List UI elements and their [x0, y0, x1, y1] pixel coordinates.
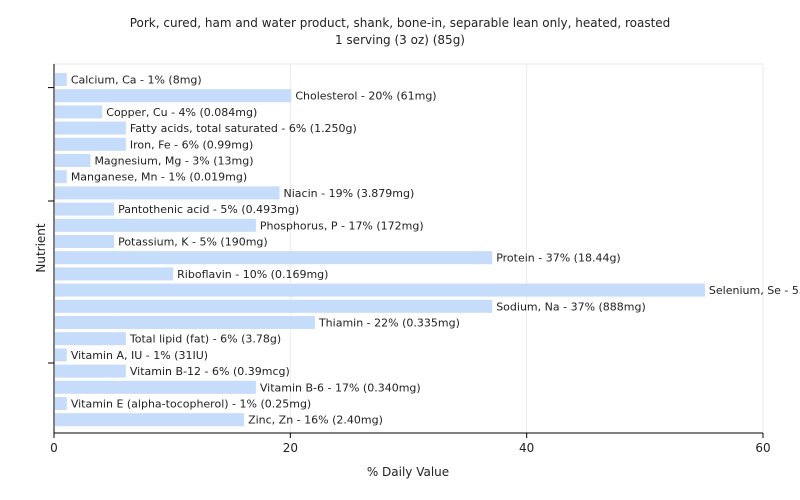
bar-label-20: Vitamin B-6 - 17% (0.340mg) [260, 381, 421, 394]
bar-9 [55, 202, 115, 216]
bar-10 [55, 218, 256, 232]
bar-label-13: Riboflavin - 10% (0.169mg) [177, 268, 328, 281]
bar-label-14: Selenium, Se - 55% (38.5mcg) [709, 284, 800, 297]
bar-18 [55, 348, 67, 362]
bar-label-1: Calcium, Ca - 1% (8mg) [71, 74, 202, 87]
bar-12 [55, 251, 493, 265]
chart-subtitle: 1 serving (3 oz) (85g) [335, 33, 465, 47]
bars: Calcium, Ca - 1% (8mg) Cholesterol - 20% … [55, 73, 800, 427]
bar-13 [55, 267, 174, 281]
bar-label-8: Niacin - 19% (3.879mg) [284, 187, 415, 200]
x-tick-label-3: 60 [755, 441, 770, 455]
bar-19 [55, 364, 126, 378]
bar-label-7: Manganese, Mn - 1% (0.019mg) [71, 171, 247, 184]
bar-label-6: Magnesium, Mg - 3% (13mg) [94, 155, 253, 168]
bar-label-2: Cholesterol - 20% (61mg) [295, 90, 436, 103]
bar-label-5: Iron, Fe - 6% (0.99mg) [130, 138, 253, 151]
x-tick-label-0: 0 [50, 441, 58, 455]
y-axis-label: Nutrient [34, 223, 48, 273]
x-tick-label-2: 40 [519, 441, 534, 455]
bar-label-3: Copper, Cu - 4% (0.084mg) [106, 106, 257, 119]
bar-label-4: Fatty acids, total saturated - 6% (1.250… [130, 122, 357, 135]
bar-14 [55, 283, 705, 297]
bar-16 [55, 316, 315, 329]
bar-label-16: Thiamin - 22% (0.335mg) [318, 317, 460, 330]
x-axis-label: % Daily Value [367, 465, 449, 479]
bar-label-21: Vitamin E (alpha-tocopherol) - 1% (0.25m… [71, 398, 311, 411]
bar-3 [55, 105, 103, 119]
bar-11 [55, 235, 115, 248]
gridlines [54, 63, 764, 433]
bar-21 [55, 397, 67, 410]
bar-7 [55, 170, 67, 184]
bar-label-10: Phosphorus, P - 17% (172mg) [260, 219, 424, 232]
bar-22 [55, 413, 245, 427]
bar-8 [55, 186, 280, 200]
bar-label-15: Sodium, Na - 37% (888mg) [496, 300, 646, 313]
bar-label-18: Vitamin A, IU - 1% (31IU) [71, 349, 208, 362]
x-tick-label-1: 20 [283, 441, 298, 455]
bar-20 [55, 380, 256, 394]
bar-5 [55, 137, 126, 151]
bar-label-19: Vitamin B-12 - 6% (0.39mcg) [130, 365, 290, 378]
bar-label-12: Protein - 37% (18.44g) [496, 252, 621, 265]
bar-6 [55, 154, 91, 167]
chart-title: Pork, cured, ham and water product, shan… [130, 16, 671, 30]
bar-17 [55, 332, 126, 346]
bar-4 [55, 121, 126, 135]
bar-label-9: Pantothenic acid - 5% (0.493mg) [118, 203, 299, 216]
bar-15 [55, 299, 493, 313]
bar-label-11: Potassium, K - 5% (190mg) [118, 236, 268, 249]
bar-label-22: Zinc, Zn - 16% (2.40mg) [248, 414, 383, 427]
axes: 0 20 40 60 [48, 64, 771, 455]
bar-label-17: Total lipid (fat) - 6% (3.78g) [129, 333, 281, 346]
bar-2 [55, 89, 292, 103]
bar-1 [55, 73, 67, 86]
